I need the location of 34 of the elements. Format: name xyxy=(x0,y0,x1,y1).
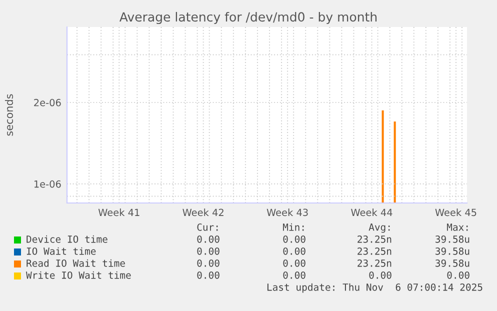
text: Last update: Thu Nov 6 07:00:14 2025 xyxy=(267,283,482,293)
x-tick-label: Week 41 xyxy=(98,208,140,216)
text: 23.25n xyxy=(358,235,392,243)
text: 0.00 xyxy=(283,247,306,255)
text: 0.00 xyxy=(197,259,220,267)
text: 0.00 xyxy=(283,235,306,243)
chart-title: Average latency for /dev/md0 - by month xyxy=(120,12,377,24)
text: Max: xyxy=(446,224,468,231)
text: 0.00 xyxy=(283,271,306,279)
text: 0.00 xyxy=(283,259,306,267)
x-tick-label: Week 45 xyxy=(435,208,476,216)
x-tick-label: Week 44 xyxy=(351,208,392,216)
text: 23.25n xyxy=(358,247,392,255)
text: Cur: xyxy=(197,223,218,231)
text: 0.00 xyxy=(197,247,220,255)
text: 0.00 xyxy=(369,271,392,279)
legend-label: IO Wait time xyxy=(26,247,96,255)
x-tick-label: Week 42 xyxy=(182,208,224,216)
text: Min: xyxy=(282,223,304,231)
y-tick-label: 2e-06 xyxy=(34,98,61,106)
text: Avg: xyxy=(368,224,390,233)
legend-label: Device IO time xyxy=(26,235,108,243)
legend-label: Read IO Wait time xyxy=(26,259,125,267)
text: 0.00 xyxy=(197,271,220,279)
y-axis-title: seconds xyxy=(4,94,14,136)
text: 0.00 xyxy=(447,271,470,279)
text: 23.25n xyxy=(358,259,392,267)
text: 39.58u xyxy=(436,247,470,255)
text: 39.58u xyxy=(436,235,470,243)
text: 0.00 xyxy=(197,235,220,243)
y-tick-label: 1e-06 xyxy=(34,180,61,188)
text: 39.58u xyxy=(436,259,470,267)
x-tick-label: Week 43 xyxy=(266,208,308,216)
legend-label: Write IO Wait time xyxy=(26,271,131,279)
